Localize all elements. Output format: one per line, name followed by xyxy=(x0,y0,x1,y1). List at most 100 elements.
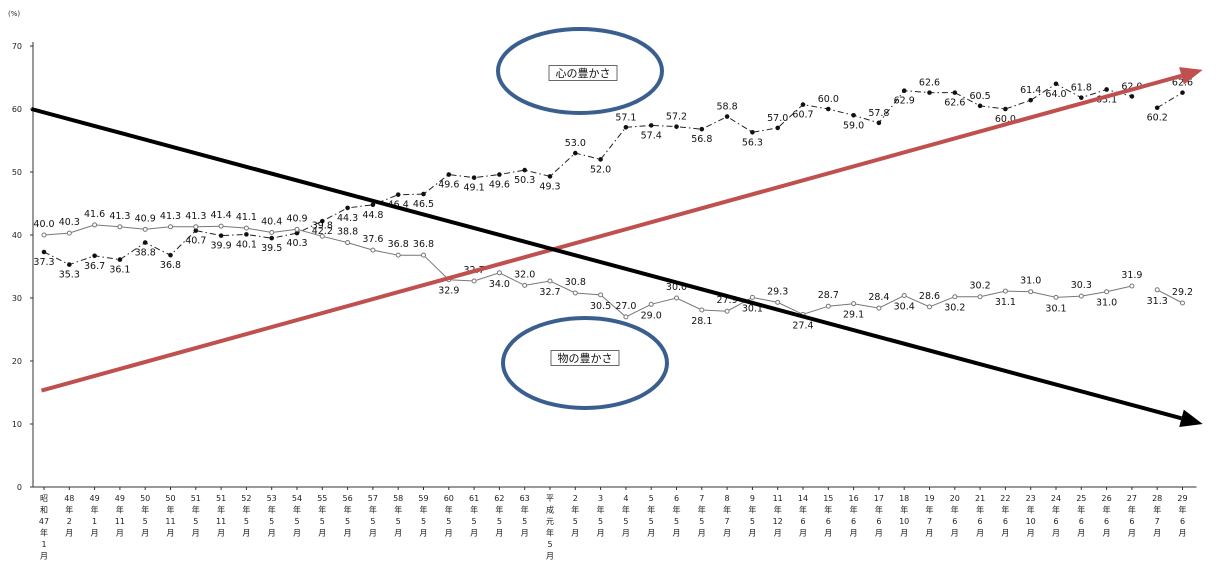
x-category-label-part: 62 xyxy=(494,494,504,503)
x-category-label-part: 26 xyxy=(1102,494,1112,503)
x-category-label: 平成元年 5 月 xyxy=(546,494,554,561)
data-label: 31.9 xyxy=(1121,270,1142,281)
x-category-label-part: 5 xyxy=(446,517,451,526)
x-category-label-part: 和 xyxy=(40,506,48,515)
data-point xyxy=(623,314,629,320)
x-category-label-part: 29 xyxy=(1177,494,1187,503)
x-category-label-part: 11 xyxy=(115,517,125,526)
x-category-label-part: 5 xyxy=(143,517,148,526)
x-category-label-part: 年 xyxy=(647,505,655,515)
x-category-label: 24 年 6 月 xyxy=(1051,494,1061,538)
x-category-label-part: 年 xyxy=(571,505,579,515)
x-category-label: 51 年 11 月 xyxy=(216,494,226,538)
x-category-label-part: 51 xyxy=(216,494,226,503)
x-category-label: 16 年 6 月 xyxy=(849,494,859,538)
data-point xyxy=(1053,294,1059,300)
x-category-label-part: 7 xyxy=(1155,517,1160,526)
x-category-label-part: 63 xyxy=(520,494,530,503)
data-point xyxy=(724,114,730,119)
data-point xyxy=(193,228,199,233)
x-category-label: 52 年 5 月 xyxy=(241,494,251,538)
x-category-label-part: 平 xyxy=(546,494,554,503)
x-category-label-part: 月 xyxy=(91,529,99,538)
data-point xyxy=(1053,81,1059,87)
x-category-label-part: 月 xyxy=(167,529,175,538)
x-category-label-part: 年 xyxy=(116,505,124,515)
data-label: 30.8 xyxy=(565,277,586,288)
data-label: 64.0 xyxy=(1045,89,1066,100)
data-label: 44.3 xyxy=(337,213,358,224)
data-label: 28.6 xyxy=(919,291,940,302)
data-point xyxy=(193,224,199,230)
x-category-label-part: 月 xyxy=(445,529,453,538)
data-label: 32.0 xyxy=(514,269,535,280)
x-category-label-part: 年 xyxy=(445,505,453,515)
x-category-label-part: 57 xyxy=(368,494,378,503)
x-category-label-part: 5 xyxy=(193,517,198,526)
x-category-label-part: 28 xyxy=(1152,494,1162,503)
data-label: 46.4 xyxy=(388,200,409,211)
data-point xyxy=(775,125,780,131)
x-category-label-part: 月 xyxy=(900,529,908,538)
x-category-label-part: 月 xyxy=(65,529,73,538)
x-category-label-part: 年 xyxy=(900,505,908,515)
x-category-label-part: 年 xyxy=(1128,505,1136,515)
data-label: 40.9 xyxy=(135,213,156,224)
x-category-label-part: 5 xyxy=(649,517,654,526)
data-point xyxy=(724,308,730,314)
data-point xyxy=(319,233,325,239)
data-label: 41.3 xyxy=(109,211,130,222)
data-point xyxy=(243,225,249,231)
x-category-label-part: 年 xyxy=(1103,505,1111,515)
x-category-label-part: 5 xyxy=(472,517,477,526)
x-category-label-part: 月 xyxy=(369,529,377,538)
data-label: 56.8 xyxy=(691,134,712,145)
data-point xyxy=(320,218,325,224)
x-category-label-part: 月 xyxy=(1052,529,1060,538)
data-point xyxy=(446,172,452,177)
data-label: 50.3 xyxy=(514,175,535,186)
x-category-label: 62 年 5 月 xyxy=(494,494,504,538)
data-point xyxy=(800,102,806,107)
data-point xyxy=(67,262,72,267)
x-category-label-part: 月 xyxy=(1077,529,1085,538)
data-point xyxy=(674,124,679,129)
x-category-label-part: 6 xyxy=(1003,517,1008,526)
x-category-label-part: 6 xyxy=(851,517,856,526)
data-point xyxy=(395,252,401,258)
x-category-label-part: 年 xyxy=(91,505,99,515)
data-point xyxy=(345,205,350,211)
x-category-label: 29 年 6 月 xyxy=(1177,494,1187,538)
x-category-label-part: 年 xyxy=(420,505,428,515)
data-point xyxy=(269,229,275,235)
data-point xyxy=(1079,95,1084,100)
x-category-label: 48 年 2 月 xyxy=(64,494,74,538)
x-category-label-part: 年 xyxy=(976,505,984,515)
x-category-label-part: 15 xyxy=(823,494,833,503)
data-label: 56.3 xyxy=(742,137,763,148)
data-point xyxy=(952,294,958,300)
data-point xyxy=(471,175,477,180)
annotation-box xyxy=(548,65,618,81)
x-category-label-part: 月 xyxy=(268,529,276,538)
x-category-label: 60 年 5 月 xyxy=(444,494,454,538)
x-category-label-part: 6 xyxy=(1079,517,1084,526)
data-label: 44.8 xyxy=(362,210,383,221)
x-category-label-part: 月 xyxy=(546,552,554,561)
x-category-label-part: 21 xyxy=(975,494,985,503)
data-label: 60.5 xyxy=(970,91,991,102)
data-label: 57.2 xyxy=(666,112,687,123)
x-category-label-part: 48 xyxy=(64,494,74,503)
x-category-label-part: 年 xyxy=(1052,505,1060,515)
data-label: 39.8 xyxy=(312,220,333,231)
x-category-label-part: 5 xyxy=(294,517,299,526)
x-category-label: 11 年 12 月 xyxy=(773,494,783,538)
data-label: 49.1 xyxy=(464,183,485,194)
x-category-label-part: 月 xyxy=(799,529,807,538)
data-label: 62.0 xyxy=(1121,81,1142,92)
data-point xyxy=(952,90,958,95)
x-category-label-part: 5 xyxy=(649,494,654,503)
x-category-label-part: 月 xyxy=(698,529,706,538)
data-point xyxy=(699,126,705,132)
x-category-label-part: 7 xyxy=(725,517,730,526)
